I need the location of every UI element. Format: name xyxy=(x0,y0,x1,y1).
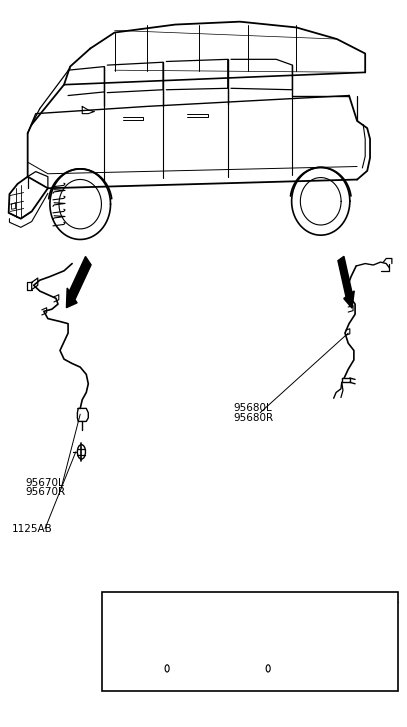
Text: 95670L: 95670L xyxy=(26,478,64,488)
FancyArrow shape xyxy=(338,257,354,308)
Text: 95690A: 95690A xyxy=(191,643,232,652)
Bar xyxy=(103,592,398,691)
Text: 95690: 95690 xyxy=(155,632,188,642)
Text: 95670R: 95670R xyxy=(26,487,66,497)
Text: 95680R: 95680R xyxy=(234,413,274,423)
FancyArrow shape xyxy=(66,257,91,308)
Text: 95680L: 95680L xyxy=(234,403,273,414)
Text: 1125AB: 1125AB xyxy=(11,523,52,534)
